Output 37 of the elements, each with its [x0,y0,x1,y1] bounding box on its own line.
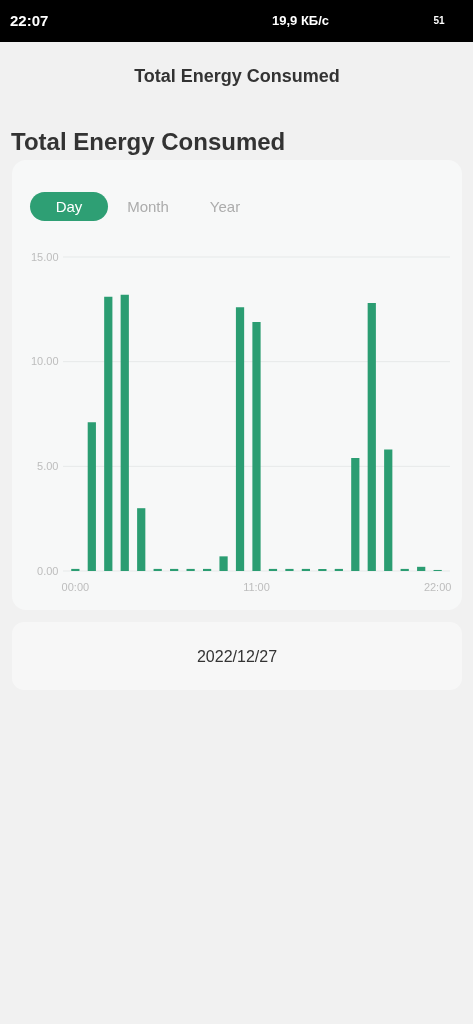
bar [137,508,146,571]
bar [351,457,360,571]
bar [367,303,376,571]
bar [301,568,311,571]
text: 2022/12/27 [196,648,278,665]
y-tick-label: 10.00 [30,355,59,368]
bar [219,556,228,571]
y-tick-label: 15.00 [30,250,59,263]
text: 51 [433,15,445,26]
bar [417,566,426,571]
bar [285,568,294,571]
y-tick-label: 5.00 [37,459,59,472]
bar [104,296,113,571]
bar [235,307,245,571]
text: Month [127,198,169,215]
chart-subtitle: Total Energy Consumed [11,128,286,155]
x-tick-label: 00:00 [61,580,90,593]
x-tick-label: 22:00 [423,580,452,593]
text: Day [55,198,83,215]
bar [71,568,80,571]
bar [268,568,278,571]
text: Year [209,198,241,215]
x-tick-label: 11:00 [243,580,270,593]
bar [186,568,195,571]
chart-title: Total Energy Consumed [134,66,340,86]
text: 22:07 [10,12,49,29]
text: 19,9 КБ/с [272,13,330,28]
bar [170,568,179,571]
bar [400,568,409,571]
bar [334,568,343,571]
bar [384,449,393,571]
bar [87,422,96,571]
bar [120,294,129,571]
bar [202,568,212,571]
bar [318,568,327,571]
bar [153,568,162,571]
bar [252,321,261,571]
